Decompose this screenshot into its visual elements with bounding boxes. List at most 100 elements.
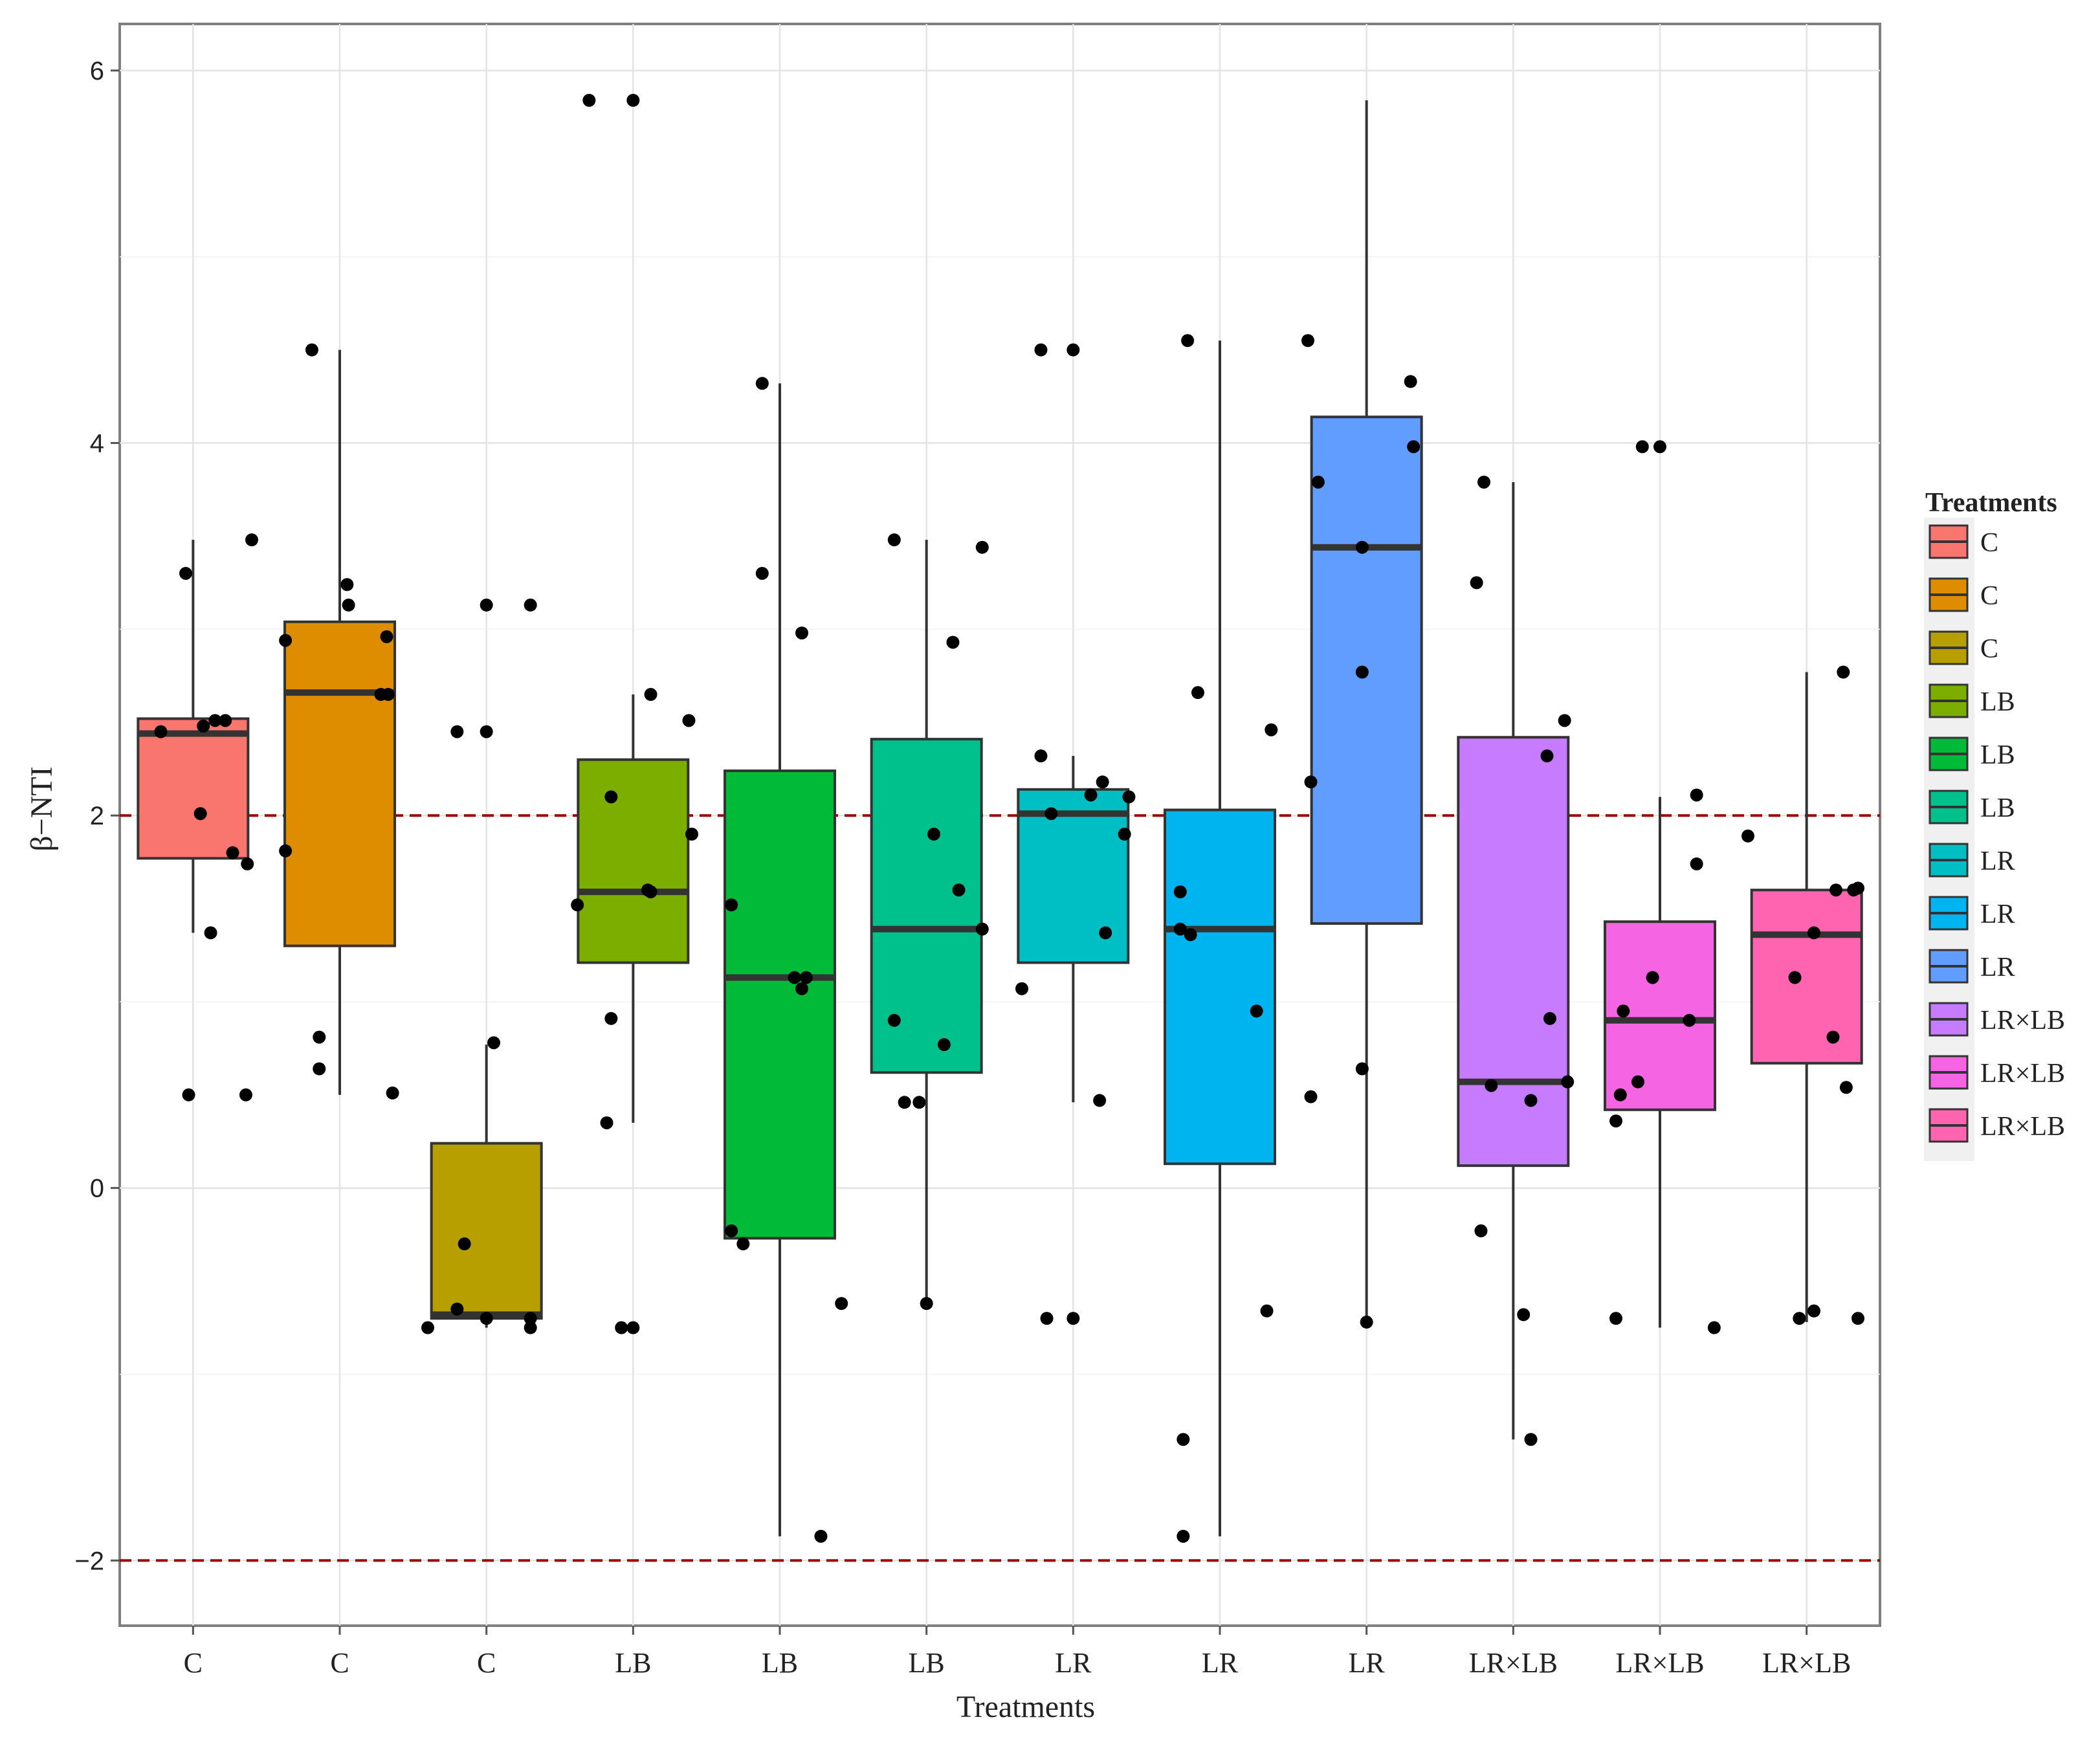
x-tick-label: LR×LB <box>1762 1647 1851 1679</box>
data-point <box>1485 1079 1498 1092</box>
x-tick-label: C <box>477 1647 496 1679</box>
data-point <box>682 714 696 727</box>
data-point <box>219 714 232 727</box>
box-group <box>430 1045 543 1328</box>
data-point <box>1793 1312 1806 1325</box>
box <box>1750 889 1863 1065</box>
data-point <box>1613 1088 1627 1101</box>
box-group <box>724 383 836 1536</box>
data-point <box>604 1012 618 1025</box>
data-point <box>644 688 658 702</box>
data-point <box>685 827 698 841</box>
box <box>430 1142 543 1320</box>
data-point <box>279 844 293 857</box>
x-tick-label: C <box>184 1647 203 1679</box>
data-point <box>1173 922 1187 936</box>
data-point <box>524 598 537 612</box>
box <box>137 717 250 860</box>
data-point <box>1173 885 1187 899</box>
data-point <box>946 636 960 649</box>
data-point <box>450 1302 464 1316</box>
data-point <box>1067 1312 1080 1325</box>
data-point <box>197 719 210 733</box>
data-point <box>887 533 901 547</box>
box-group <box>1457 481 1570 1440</box>
y-tick-label: 4 <box>90 430 104 458</box>
legend-label: LB <box>1980 740 2015 770</box>
data-point <box>524 1321 537 1334</box>
data-point <box>1558 714 1571 727</box>
data-point <box>920 1297 933 1311</box>
data-point <box>1301 334 1314 348</box>
data-point <box>1617 1004 1630 1018</box>
data-point <box>814 1529 828 1543</box>
data-point <box>626 93 640 107</box>
x-axis-title: Treatments <box>956 1690 1095 1724</box>
x-tick-label: LR×LB <box>1469 1647 1558 1679</box>
data-point <box>1304 1090 1318 1103</box>
box-group <box>137 540 250 933</box>
data-point <box>1477 475 1490 489</box>
data-point <box>1829 883 1842 897</box>
legend-label: C <box>1980 528 1998 558</box>
data-point <box>582 93 596 107</box>
data-point <box>1184 928 1197 942</box>
panel-background <box>118 23 1881 1627</box>
data-point <box>604 790 618 804</box>
y-tick-label: 0 <box>90 1175 104 1203</box>
x-tick-label: LR <box>1202 1647 1239 1679</box>
data-point <box>279 634 293 647</box>
data-point <box>795 982 808 995</box>
data-point <box>736 1237 750 1251</box>
data-point <box>1034 749 1048 763</box>
legend-label: LB <box>1980 687 2015 717</box>
data-point <box>835 1297 848 1311</box>
data-point <box>1177 1529 1190 1543</box>
data-point <box>1311 475 1325 489</box>
data-point <box>1839 1081 1853 1094</box>
legend-label: LR×LB <box>1980 1006 2065 1035</box>
data-point <box>1609 1312 1622 1325</box>
data-point <box>975 540 989 554</box>
x-tick-label: LB <box>762 1647 798 1679</box>
data-point <box>1474 1224 1488 1237</box>
data-point <box>755 377 769 390</box>
x-tick-label: LR <box>1349 1647 1386 1679</box>
x-tick-label: LR <box>1055 1647 1092 1679</box>
y-axis: −2 0 2 4 6 <box>74 57 120 1575</box>
data-point <box>927 827 940 841</box>
data-point <box>204 926 217 940</box>
x-axis: C C C LB LB LB LR LR LR LR×LB LR×LB LR×LB <box>184 1626 1851 1679</box>
data-point <box>239 1088 252 1101</box>
boxes-layer <box>137 100 1863 1536</box>
data-point <box>1355 1062 1369 1076</box>
data-point <box>1044 807 1058 821</box>
box-group <box>1164 340 1276 1536</box>
data-point <box>1543 1012 1556 1025</box>
data-point <box>1118 827 1131 841</box>
data-point <box>1683 1013 1696 1027</box>
points-layer <box>154 93 1864 1543</box>
data-point <box>1517 1308 1531 1322</box>
data-point <box>952 883 966 897</box>
data-point <box>313 1030 326 1044</box>
data-point <box>1093 1094 1107 1107</box>
data-point <box>458 1237 471 1251</box>
data-point <box>154 725 168 738</box>
data-point <box>626 1321 640 1334</box>
data-point <box>795 626 808 640</box>
data-point <box>1609 1114 1622 1128</box>
data-point <box>1837 665 1850 679</box>
data-point <box>615 1321 628 1334</box>
data-point <box>1470 576 1483 590</box>
y-tick-label: −2 <box>74 1547 104 1575</box>
data-point <box>381 688 395 702</box>
data-point <box>480 1312 493 1325</box>
data-point <box>1524 1094 1538 1107</box>
data-point <box>755 566 769 580</box>
data-point <box>898 1096 911 1109</box>
data-point <box>1524 1433 1538 1446</box>
data-point <box>241 857 254 870</box>
data-point <box>313 1062 326 1076</box>
